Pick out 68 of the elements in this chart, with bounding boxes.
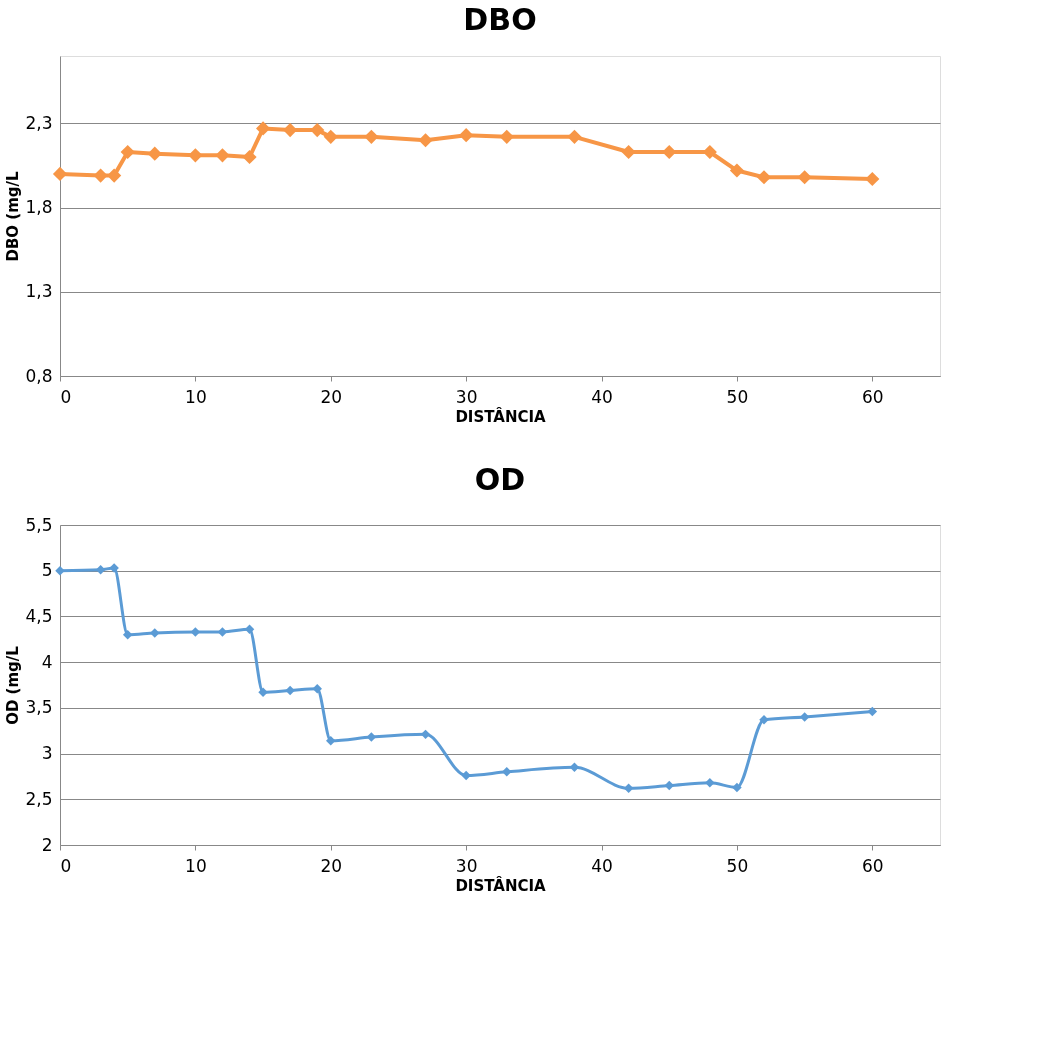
y-axis-title: DBO (mg/L <box>4 171 23 262</box>
point <box>499 129 514 144</box>
point <box>418 133 433 148</box>
y-axis-title: OD (mg/L <box>4 645 23 725</box>
x-tick-label: 40 <box>591 855 613 876</box>
point <box>147 146 162 161</box>
point <box>567 129 582 144</box>
y-tick-label: 5,5 <box>25 514 53 535</box>
y-tick-label: 3 <box>41 743 53 764</box>
y-tick-label: 2,3 <box>25 112 53 133</box>
point <box>55 565 65 576</box>
x-tick-label: 50 <box>726 386 749 407</box>
chart-title: OD <box>474 462 526 497</box>
point <box>623 783 634 794</box>
y-tick-label: 4 <box>41 651 53 672</box>
point <box>283 123 298 138</box>
point <box>52 166 68 181</box>
point <box>256 121 271 136</box>
point <box>621 144 636 160</box>
point <box>326 736 336 746</box>
point <box>865 171 880 187</box>
point <box>705 778 715 788</box>
x-tick-label: 20 <box>320 855 343 876</box>
y-tick-label: 2 <box>41 834 53 855</box>
point <box>107 168 122 183</box>
x-axis-title: DISTÂNCIA <box>455 875 547 895</box>
y-tick-label: 5 <box>41 560 53 581</box>
point <box>215 148 230 163</box>
x-tick-label: 40 <box>591 386 613 407</box>
y-tick-label: 1,3 <box>25 281 53 302</box>
point <box>258 687 268 698</box>
point <box>120 144 135 160</box>
x-tick-label: 10 <box>185 855 207 876</box>
x-tick-label: 10 <box>185 386 207 407</box>
point <box>312 683 322 694</box>
point <box>310 123 325 138</box>
chart-title: DBO <box>463 2 537 37</box>
point <box>285 685 295 696</box>
point <box>759 715 769 725</box>
y-tick-label: 3,5 <box>25 697 53 718</box>
point <box>459 128 474 143</box>
point <box>93 168 108 183</box>
point <box>150 628 160 638</box>
point <box>364 129 379 144</box>
x-tick-label: 60 <box>861 386 884 407</box>
point <box>188 148 203 163</box>
point <box>867 706 878 717</box>
point <box>729 163 744 178</box>
x-tick-label: 0 <box>60 855 72 876</box>
point <box>664 780 674 791</box>
point <box>323 129 338 144</box>
point <box>732 782 742 793</box>
x-tick-label: 30 <box>455 855 478 876</box>
x-tick-label: 50 <box>726 855 749 876</box>
x-tick-label: 30 <box>455 386 478 407</box>
y-tick-label: 4,5 <box>25 605 53 626</box>
y-tick-label: 2,5 <box>25 788 53 809</box>
x-axis-title: DISTÂNCIA <box>455 406 547 426</box>
y-tick-label: 0,8 <box>25 365 53 386</box>
x-tick-label: 0 <box>60 386 72 407</box>
y-tick-label: 1,8 <box>25 197 53 218</box>
point <box>242 149 257 165</box>
point <box>122 629 133 640</box>
point <box>797 170 812 185</box>
x-tick-label: 60 <box>861 855 884 876</box>
point <box>461 770 471 781</box>
point <box>756 170 772 185</box>
x-tick-label: 20 <box>320 386 343 407</box>
